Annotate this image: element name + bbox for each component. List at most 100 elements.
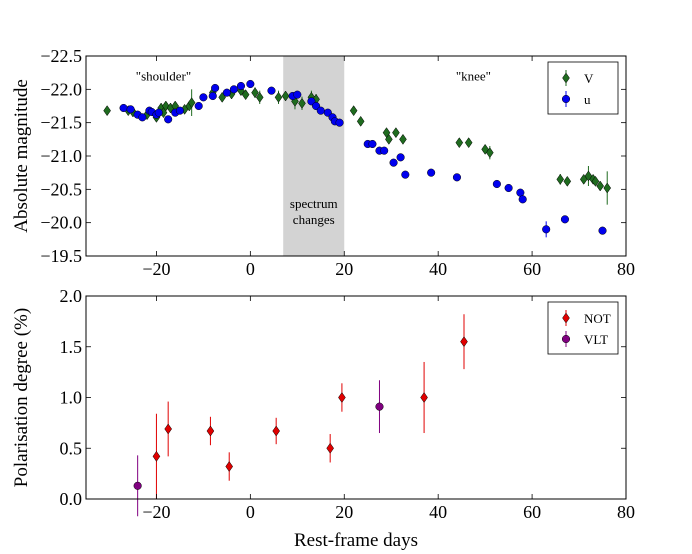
data-point-u [119, 103, 128, 113]
x-tick-label: 40 [429, 259, 447, 279]
legend-label-vlt: VLT [584, 332, 608, 347]
data-point-v [356, 115, 365, 127]
y-tick-label: −20.5 [40, 179, 82, 199]
y-tick-label: 1.0 [60, 388, 83, 408]
shoulder-annotation: "shoulder" [136, 69, 191, 84]
data-point-not [338, 392, 346, 403]
x-tick-label: 80 [617, 502, 635, 522]
data-point-u [335, 118, 344, 127]
data-point-v [455, 137, 464, 149]
data-point-u [199, 93, 208, 102]
data-point-v [187, 97, 196, 109]
data-point-v [392, 127, 400, 139]
legend-label-v: V [584, 71, 594, 86]
data-point-vlt [133, 481, 142, 490]
data-point-v [251, 87, 259, 99]
data-point-u [560, 215, 570, 224]
x-tick-label: 80 [617, 259, 635, 279]
magnitude-y-axis-label: Absolute magnitude [11, 79, 32, 233]
data-point-vlt [375, 402, 384, 411]
data-point-u [401, 170, 410, 179]
y-tick-label: −21.5 [40, 113, 82, 133]
polarisation-plot-frame [85, 295, 627, 500]
y-tick-label: 0.5 [60, 438, 83, 458]
data-point-v [591, 175, 600, 187]
data-point-u [293, 90, 302, 99]
data-point-u [598, 226, 607, 235]
polarisation-legend: NOT VLT [547, 301, 619, 355]
data-point-u [396, 153, 405, 162]
data-point-u [267, 86, 276, 95]
data-point-u [138, 113, 147, 122]
data-point-v [241, 89, 250, 101]
spectrum-changes-band [283, 56, 345, 256]
data-point-u [542, 225, 551, 234]
data-point-u [229, 85, 238, 94]
data-point-u [246, 79, 255, 89]
data-point-u [208, 91, 217, 101]
x-tick-label: 0 [246, 259, 255, 279]
magnitude-axis-ticks: −20 0 20 40 60 80 −22.5 −22.0 −21.5 −21.0 −20.5 −20… [40, 46, 635, 279]
data-point-v [399, 133, 407, 145]
data-point-u [164, 115, 173, 124]
legend-label-u: u [584, 92, 591, 107]
x-tick-label: −20 [142, 502, 170, 522]
data-point-v [274, 91, 283, 103]
data-point-v [563, 175, 572, 187]
legend-marker-u [561, 94, 571, 104]
x-axis-label: Rest-frame days [294, 530, 418, 551]
data-point-v [464, 137, 473, 149]
data-point-u [368, 139, 377, 149]
data-point-v [486, 147, 494, 159]
y-tick-label: −22.0 [40, 79, 82, 99]
data-point-v [584, 170, 593, 182]
data-point-v [385, 133, 393, 145]
data-point-u [452, 173, 462, 182]
data-point-u [504, 183, 513, 193]
x-tick-label: 20 [335, 502, 353, 522]
magnitude-legend: V u [547, 61, 619, 115]
shaded-band-label-line2: changes [293, 212, 335, 227]
data-point-u [222, 88, 231, 97]
data-point-not [164, 423, 172, 435]
data-point-u [518, 195, 527, 204]
data-point-not [225, 461, 234, 472]
polarisation-panel: −20 0 20 40 60 80 0.0 0.5 1.0 1.5 2.0 NOT VLT Pola… [11, 286, 635, 551]
data-point-v [603, 182, 612, 194]
data-point-not [420, 392, 428, 403]
data-point-u [316, 106, 325, 115]
y-tick-label: 0.0 [60, 489, 83, 509]
y-tick-label: −22.5 [40, 46, 82, 66]
y-tick-label: −19.5 [40, 246, 82, 266]
data-point-v [103, 105, 111, 117]
data-point-not [272, 425, 280, 437]
data-point-u [175, 106, 184, 115]
data-point-not [460, 336, 468, 348]
polarisation-y-axis-label: Polarisation degree (%) [11, 308, 32, 487]
shaded-band-label-line1: spectrum [290, 196, 338, 211]
y-tick-label: 1.5 [60, 337, 83, 357]
magnitude-legend-box [547, 61, 619, 115]
legend-marker-v [562, 72, 570, 84]
x-tick-label: −20 [142, 259, 170, 279]
data-point-u [211, 83, 220, 93]
data-point-not [206, 425, 215, 437]
polarisation-axis-ticks: −20 0 20 40 60 80 0.0 0.5 1.0 1.5 2.0 [60, 286, 636, 522]
x-tick-label: 60 [523, 259, 541, 279]
x-tick-label: 60 [523, 502, 541, 522]
data-point-v [596, 180, 604, 192]
y-tick-label: −21.0 [40, 146, 82, 166]
data-point-u [427, 168, 436, 177]
data-point-u [492, 179, 501, 189]
data-point-u [126, 105, 135, 114]
data-point-u [380, 146, 389, 155]
polarisation-legend-box [547, 301, 619, 355]
polarisation-data-points [133, 314, 468, 517]
data-point-v [349, 105, 358, 117]
x-tick-label: 40 [429, 502, 447, 522]
data-point-u [154, 108, 163, 117]
y-tick-label: 2.0 [60, 286, 83, 306]
y-tick-label: −20.0 [40, 213, 82, 233]
legend-marker-not [562, 312, 570, 324]
